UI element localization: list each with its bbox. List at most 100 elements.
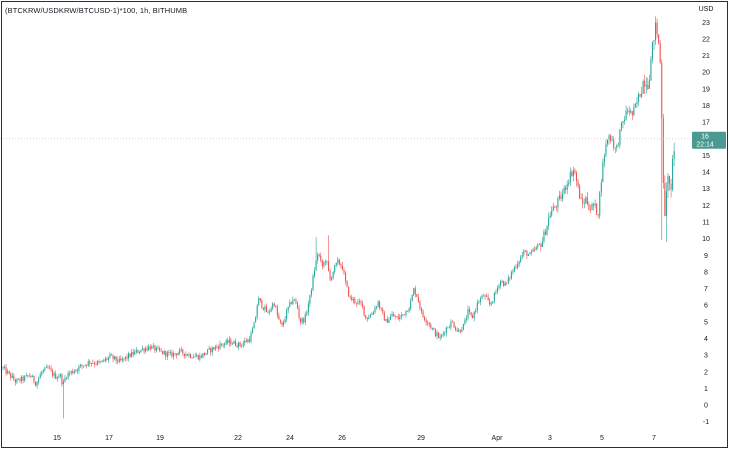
candle-up (368, 317, 370, 320)
candle-up (490, 303, 492, 305)
candle-down (424, 316, 426, 321)
candle-down (210, 348, 212, 353)
candle-up (140, 349, 142, 352)
candle-up (622, 121, 624, 124)
candle-up (326, 261, 328, 263)
candle-down (296, 302, 299, 309)
candle-up (399, 316, 401, 320)
candle-up (619, 129, 621, 145)
candle-down (86, 364, 88, 366)
candle-up (306, 312, 308, 315)
candle-down (236, 345, 238, 348)
candle-up (475, 310, 477, 312)
candle-down (338, 259, 340, 265)
candle-down (290, 302, 292, 304)
y-tick-label: 22 (702, 36, 710, 43)
candle-down (469, 309, 471, 313)
candle-down (428, 322, 430, 325)
candle-up (193, 356, 195, 358)
candle-up (314, 270, 316, 276)
candle-up (293, 299, 295, 301)
candle-up (107, 357, 109, 360)
candle-up (599, 191, 601, 216)
candle-up (568, 182, 570, 185)
candle-up (617, 144, 619, 146)
candle-down (459, 330, 461, 332)
candle-down (610, 135, 612, 141)
candle-down (365, 315, 367, 318)
candle-up (594, 203, 596, 206)
y-tick-label: 3 (704, 353, 708, 360)
candle-down (171, 352, 173, 357)
last-price-value: 16 (701, 133, 709, 140)
candle-down (589, 209, 591, 211)
candle-down (593, 204, 595, 206)
candle-up (155, 347, 157, 351)
candle-down (61, 374, 63, 385)
candle-down (434, 329, 436, 337)
candle-up (481, 295, 483, 299)
candle-up (7, 371, 9, 374)
candle-up (124, 356, 126, 359)
candle-up (616, 145, 618, 149)
candle-up (264, 306, 266, 310)
candle-up (648, 80, 650, 89)
candle-down (248, 339, 250, 342)
candle-up (411, 294, 413, 302)
candle-down (420, 308, 423, 312)
candle-up (562, 193, 564, 199)
candle-up (270, 308, 272, 312)
y-tick-label: 18 (702, 103, 710, 110)
candle-up (566, 184, 568, 190)
candle-down (321, 259, 323, 267)
candle-up (188, 354, 190, 356)
candle-down (265, 306, 268, 312)
candle-up (16, 379, 18, 383)
candle-up (673, 151, 675, 159)
candle-down (126, 356, 128, 359)
candle-down (501, 281, 503, 282)
candle-up (441, 334, 443, 337)
candle-up (335, 262, 337, 265)
candle-down (33, 375, 35, 383)
candle-up (358, 301, 361, 303)
candle-down (487, 296, 489, 301)
candle-up (44, 367, 46, 371)
candle-up (11, 375, 13, 378)
candle-down (222, 344, 224, 346)
candle-down (348, 286, 350, 297)
candle-down (403, 314, 405, 316)
candle-down (162, 350, 164, 355)
candle-down (8, 371, 10, 373)
candle-up (484, 295, 486, 297)
candle-down (343, 269, 345, 273)
candle-up (331, 277, 333, 280)
candle-down (190, 354, 192, 358)
candle-down (659, 43, 661, 63)
candle-up (450, 321, 452, 328)
candle-down (160, 350, 162, 352)
candle-down (217, 346, 219, 349)
candle-up (518, 261, 520, 265)
candle-down (544, 231, 547, 235)
candle-up (225, 340, 227, 344)
candle-up (332, 271, 334, 278)
candle-up (128, 353, 130, 359)
candle-down (137, 350, 139, 353)
candle-up (369, 314, 371, 318)
candle-down (354, 299, 356, 303)
candle-down (534, 249, 536, 251)
candle-up (513, 267, 516, 271)
y-tick-label: 8 (704, 269, 708, 276)
candle-down (83, 365, 85, 367)
candle-up (272, 303, 274, 309)
y-tick-label: 4 (704, 336, 708, 343)
candle-up (585, 197, 587, 204)
candle-up (97, 361, 99, 365)
candle-up (479, 298, 481, 302)
y-unit-label: USD (699, 6, 714, 13)
candle-down (540, 243, 542, 247)
candle-down (176, 353, 178, 356)
